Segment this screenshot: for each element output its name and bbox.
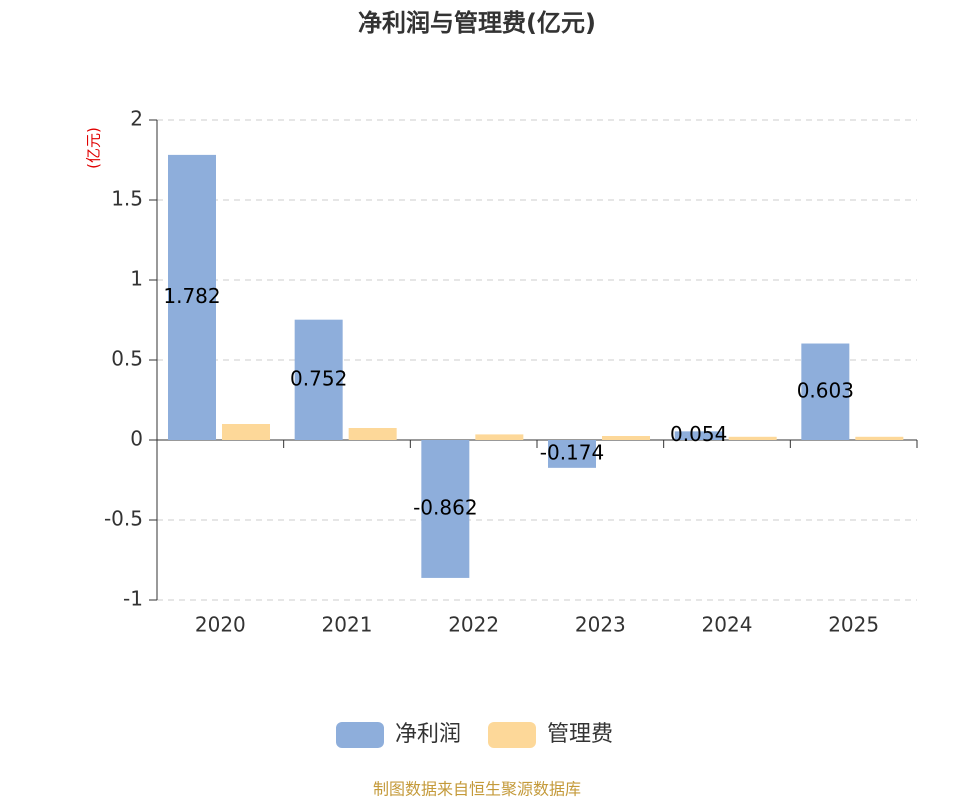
source-note: 制图数据来自恒生聚源数据库 bbox=[373, 780, 581, 799]
data-label: -0.174 bbox=[540, 440, 604, 464]
bar bbox=[421, 440, 470, 578]
bar bbox=[801, 343, 850, 440]
bar bbox=[728, 436, 777, 440]
x-tick-label: 2024 bbox=[702, 613, 753, 637]
x-tick-label: 2023 bbox=[575, 613, 626, 637]
bar bbox=[348, 428, 397, 440]
bar bbox=[855, 436, 904, 440]
bar bbox=[602, 436, 650, 440]
y-tick-label: 0 bbox=[130, 427, 143, 451]
x-tick-label: 2022 bbox=[448, 613, 499, 637]
bar bbox=[475, 434, 524, 440]
y-tick-label: 1.5 bbox=[111, 187, 143, 211]
x-tick-label: 2025 bbox=[828, 613, 879, 637]
data-label: 1.782 bbox=[163, 284, 220, 308]
bar bbox=[222, 424, 270, 440]
chart-title: 净利润与管理费(亿元) bbox=[358, 9, 596, 37]
data-label: 0.603 bbox=[797, 378, 854, 402]
legend-swatch bbox=[488, 722, 536, 748]
x-tick-label: 2020 bbox=[195, 613, 246, 637]
bar bbox=[168, 154, 216, 440]
y-tick-label: -1 bbox=[123, 587, 143, 611]
data-label: -0.862 bbox=[413, 495, 477, 519]
x-tick-label: 2021 bbox=[322, 613, 373, 637]
y-tick-label: 0.5 bbox=[111, 347, 143, 371]
legend-label: 净利润 bbox=[395, 722, 461, 747]
y-tick-label: 2 bbox=[130, 107, 143, 131]
y-tick-label: 1 bbox=[130, 267, 143, 291]
data-label: 0.054 bbox=[670, 422, 727, 446]
legend-swatch bbox=[336, 722, 384, 748]
bar bbox=[674, 431, 723, 440]
bar bbox=[548, 440, 596, 468]
bar bbox=[294, 319, 343, 440]
y-tick-label: -0.5 bbox=[104, 507, 143, 531]
legend-label: 管理费 bbox=[547, 722, 613, 747]
data-label: 0.752 bbox=[290, 366, 347, 390]
y-axis-label: (亿元) bbox=[85, 127, 103, 169]
